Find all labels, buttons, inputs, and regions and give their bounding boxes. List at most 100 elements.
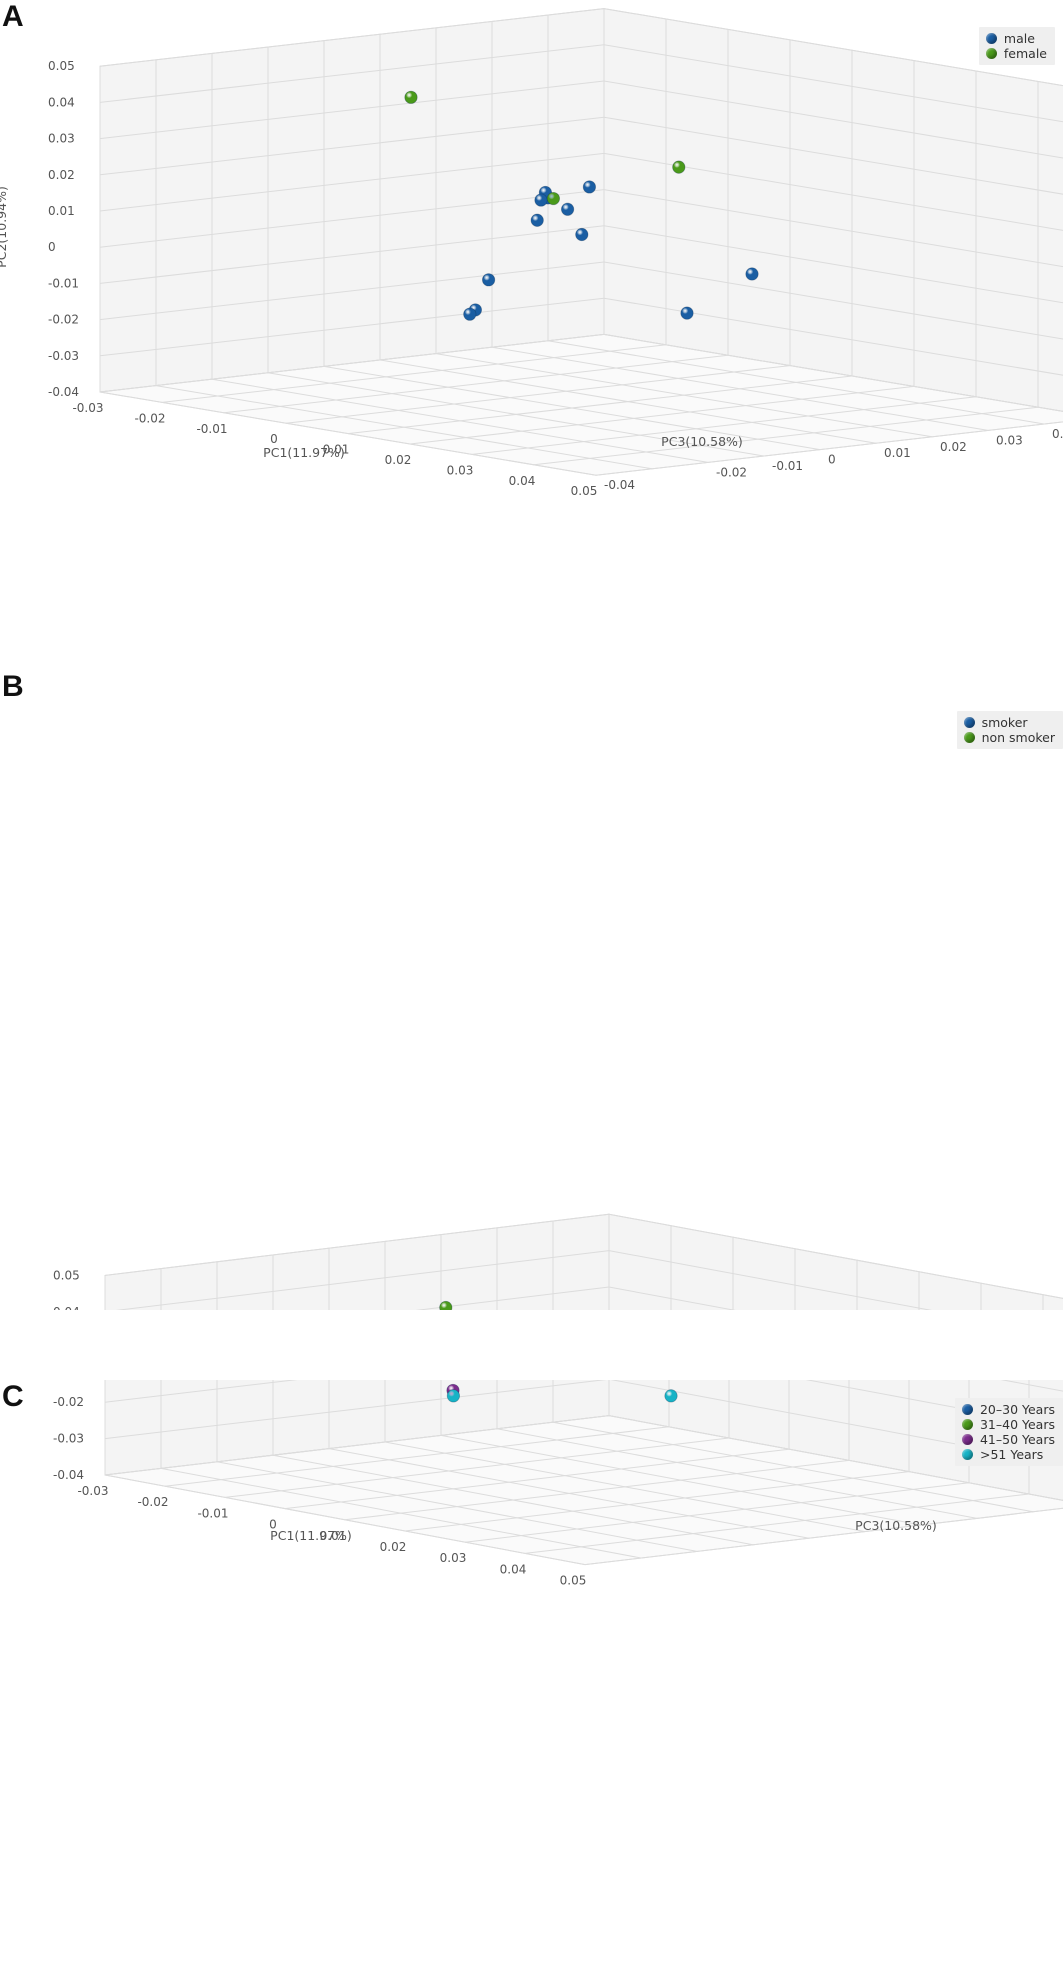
y-tick-label: 0.02 [48, 168, 75, 182]
x-tick-label: 0.05 [571, 484, 598, 498]
x-tick-label: 0.04 [500, 1562, 527, 1576]
scatter3d-plot-c[interactable]: -0.04 -0.03 -0.02 -0.01 0 0.01 0.02 0.03 0.04 0.0… [0, 1380, 1063, 1987]
gridline [99, 8, 605, 67]
left-wall [104, 1213, 610, 1310]
gridline [608, 1213, 1063, 1299]
data-point [481, 273, 496, 287]
gridline [344, 1459, 850, 1521]
legend-marker [985, 33, 997, 44]
gridline [608, 1415, 1063, 1501]
gridline [99, 189, 605, 248]
gridline [99, 297, 605, 357]
y-tick-label: 0.01 [48, 204, 75, 218]
gridline [415, 1286, 610, 1310]
gridline [99, 152, 605, 212]
legend-marker [963, 732, 975, 743]
plot-frame [104, 1380, 1063, 1566]
x-tick-label: -0.03 [72, 401, 103, 415]
x-tick-label: 0.01 [320, 1529, 347, 1543]
x-axis-label: PC1(11.97%) [263, 445, 345, 460]
panel-label: C [2, 1380, 24, 1413]
x-tick-label: 0.01 [323, 443, 350, 457]
x-tick-label: -0.01 [196, 422, 227, 436]
gridline [464, 1482, 970, 1543]
panel-label: A [2, 0, 24, 33]
legend-item[interactable]: smoker [963, 715, 1055, 730]
gridline [104, 1380, 607, 1440]
x-axis-label: PC1(11.97%) [270, 1528, 352, 1543]
legend-item[interactable]: non smoker [963, 730, 1055, 745]
x-tick-label: -0.01 [197, 1506, 228, 1520]
legend-item[interactable]: male [985, 31, 1047, 46]
y-tick-label: -0.01 [48, 276, 79, 290]
gridline [595, 421, 1063, 476]
z-tick-label: 0.03 [996, 433, 1023, 447]
legend-label: female [1003, 46, 1047, 61]
x-tick-label: 0.02 [380, 1540, 407, 1554]
gridline [99, 116, 605, 176]
legend-label: non smoker [981, 730, 1055, 745]
x-tick-label: 0.02 [385, 453, 412, 467]
legend-marker [985, 48, 997, 59]
gridline [608, 1286, 736, 1310]
legend-label: 41–50 Years [979, 1432, 1055, 1447]
data-point [680, 306, 694, 320]
gridline [104, 1474, 586, 1566]
back-wall [608, 1213, 1063, 1310]
legend-item[interactable]: 31–40 Years [961, 1417, 1055, 1432]
data-point [582, 180, 597, 194]
legend-label: 20–30 Years [979, 1402, 1055, 1417]
legend-item[interactable]: female [985, 46, 1047, 61]
y-tick-label: -0.03 [48, 349, 79, 363]
legend-marker [961, 1449, 973, 1460]
gridline [584, 1507, 1063, 1566]
gridline [1000, 1380, 1063, 1392]
left-wall [99, 8, 605, 393]
gridline [164, 1426, 670, 1487]
data-point [560, 202, 575, 216]
legend-label: >51 Years [979, 1447, 1044, 1462]
y-tick-label: 0 [48, 240, 56, 254]
data-point [672, 160, 686, 174]
legend-item[interactable]: 20–30 Years [961, 1402, 1055, 1417]
plot-frame [104, 1213, 1063, 1310]
plot-frame [99, 8, 1063, 476]
gridline [285, 365, 791, 424]
y-tick-label: 0.05 [48, 59, 75, 73]
chart-panel-b: B -0.04-0.03-0.02-0.0100.010.020.030.040… [0, 670, 1063, 1310]
z-tick-label: 0.04 [1052, 427, 1063, 441]
y-axis-label: PC2(10.94%) [0, 186, 9, 268]
y-tick-label: 0.04 [48, 95, 75, 109]
z-tick-label: -0.01 [772, 459, 803, 473]
scatter3d-plot-b[interactable]: -0.04-0.03-0.02-0.0100.010.020.030.040.0… [0, 670, 1063, 1310]
gridline [533, 406, 1039, 466]
gridline [284, 1448, 790, 1510]
z-tick-label: 0.02 [940, 440, 967, 454]
gridline [404, 1471, 910, 1532]
data-point [745, 267, 759, 281]
data-point [439, 1300, 453, 1310]
gridline [223, 354, 729, 414]
y-tick-label: 0.03 [48, 132, 75, 146]
legend-item[interactable]: >51 Years [961, 1447, 1055, 1462]
data-point [463, 307, 477, 321]
gridline [471, 396, 977, 455]
gridline [115, 1250, 610, 1310]
legend: male female [978, 27, 1055, 65]
gridline [99, 333, 605, 393]
z-axis-label: PC3(10.58%) [855, 1518, 937, 1533]
legend-marker [963, 717, 975, 728]
y-tick-label: 0.04 [53, 1305, 80, 1310]
x-tick-label: 0 [270, 432, 278, 446]
panel-label: B [2, 670, 24, 703]
x-tick-label: 0.03 [447, 463, 474, 477]
legend-label: smoker [981, 715, 1028, 730]
data-point [546, 191, 561, 206]
x-tick-label: -0.02 [134, 411, 165, 425]
data-point [664, 1389, 678, 1403]
scatter3d-plot-a[interactable]: -0.04 -0.03 -0.02 -0.01 0 0.01 0.02 0.03 0.04 0.0… [0, 0, 1063, 640]
z-axis-label: PC3(10.58%) [661, 434, 743, 449]
z-tick-label: -0.02 [716, 465, 747, 479]
legend-item[interactable]: 41–50 Years [961, 1432, 1055, 1447]
y-tick-label: -0.04 [53, 1468, 84, 1482]
